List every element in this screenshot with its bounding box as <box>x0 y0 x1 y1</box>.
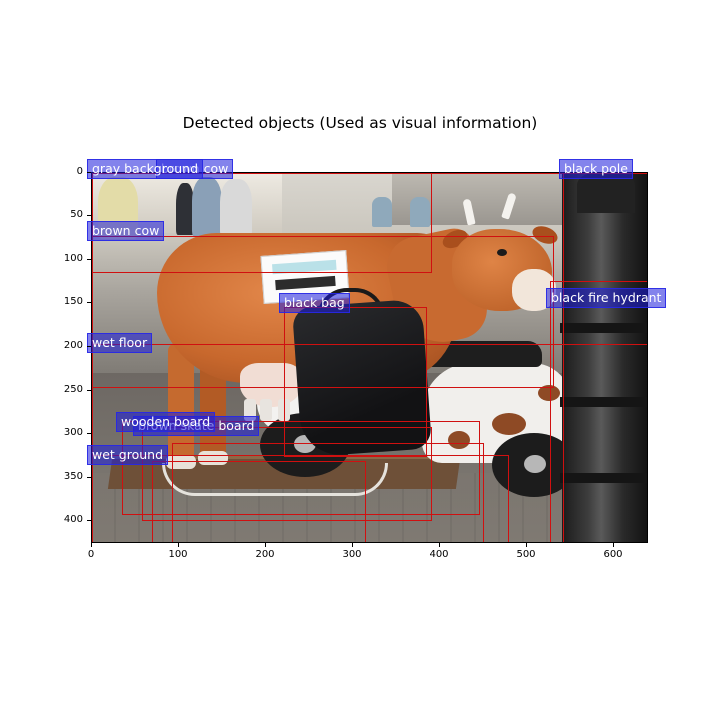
y-tick <box>87 520 91 521</box>
cow-print-spot <box>448 431 470 449</box>
detection-box-wet-ground <box>172 443 484 542</box>
pedestrian <box>192 177 222 237</box>
x-tick-label: 400 <box>429 549 449 560</box>
y-tick <box>87 346 91 347</box>
x-tick-label: 600 <box>603 549 623 560</box>
y-tick-label: 400 <box>63 514 83 525</box>
detection-box-wet-floor <box>92 344 647 542</box>
y-tick-label: 300 <box>63 427 83 438</box>
figure-title: Detected objects (Used as visual informa… <box>182 114 538 132</box>
cow-teat <box>244 399 256 421</box>
detection-label: wet floor <box>87 333 153 353</box>
detection-label: wet ground <box>87 445 169 465</box>
detection-box-wooden-board <box>122 421 480 515</box>
detection-label: brown cow <box>87 221 165 241</box>
y-tick <box>87 259 91 260</box>
x-tick <box>352 543 353 547</box>
y-tick <box>87 302 91 303</box>
pole-ornament <box>577 173 635 213</box>
pole-ring <box>560 323 647 333</box>
y-tick-label: 100 <box>63 253 83 264</box>
detection-label: black bag <box>279 293 350 313</box>
y-tick-label: 0 <box>76 166 83 177</box>
y-tick <box>87 215 91 216</box>
x-tick <box>613 543 614 547</box>
y-tick <box>87 477 91 478</box>
detection-label: gray background <box>87 159 204 179</box>
cow-hoof <box>166 455 196 469</box>
pedestrian <box>220 179 252 237</box>
detection-box-wet-ground <box>92 455 509 542</box>
x-tick-label: 100 <box>168 549 188 560</box>
bollard <box>372 197 392 227</box>
bollard <box>410 197 430 227</box>
x-tick-label: 200 <box>255 549 275 560</box>
detection-box-brown-skate-board <box>142 427 432 521</box>
pole-ring <box>560 473 647 483</box>
detection-label: black fire hydrant <box>546 288 667 308</box>
y-tick-label: 200 <box>63 340 83 351</box>
detection-box-black-fire-hydrant <box>550 281 647 542</box>
wheel-hub <box>524 455 546 473</box>
detection-label: black pole <box>559 159 633 179</box>
detection-box-wet-ground <box>152 461 366 542</box>
photo-cow-statue-scene <box>92 173 647 542</box>
x-tick-label: 0 <box>87 549 95 560</box>
cow-teat <box>260 399 272 421</box>
y-tick <box>87 172 91 173</box>
y-tick-label: 350 <box>63 471 83 482</box>
pole-ring <box>560 397 647 407</box>
cow-print-spot <box>538 385 560 401</box>
y-tick-label: 150 <box>63 296 83 307</box>
y-tick <box>87 390 91 391</box>
x-tick <box>526 543 527 547</box>
cow-print-spot <box>492 413 526 435</box>
y-tick-label: 250 <box>63 384 83 395</box>
detection-box-black-bag <box>284 307 427 457</box>
x-tick <box>439 543 440 547</box>
x-tick <box>91 543 92 547</box>
detection-label: wooden board <box>116 412 216 432</box>
cow-eye <box>497 249 507 256</box>
detection-box-brown-cow <box>92 236 554 388</box>
x-tick-label: 300 <box>342 549 362 560</box>
x-tick <box>178 543 179 547</box>
x-tick-label: 500 <box>516 549 536 560</box>
x-tick <box>265 543 266 547</box>
image-axes <box>91 172 648 543</box>
y-tick-label: 50 <box>70 209 83 220</box>
y-tick <box>87 433 91 434</box>
pedestrian <box>176 183 194 235</box>
